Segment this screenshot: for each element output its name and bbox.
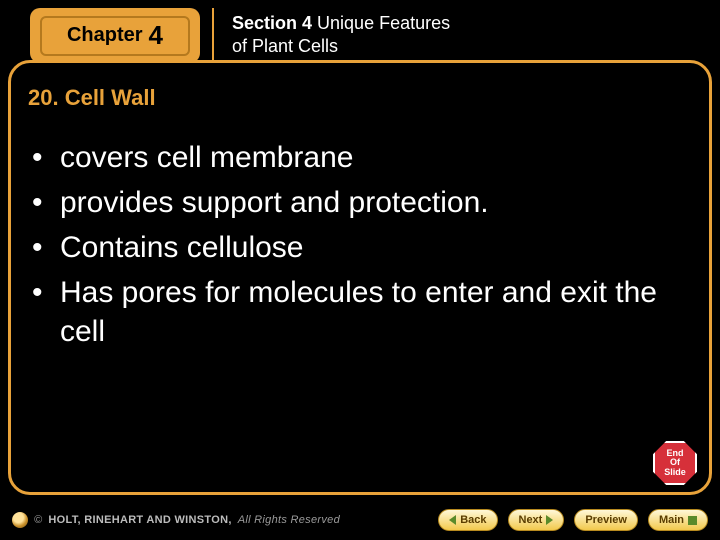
footer-bar: © HOLT, RINEHART AND WINSTON, All Rights…	[0, 500, 720, 540]
copyright: © HOLT, RINEHART AND WINSTON, All Rights…	[12, 512, 438, 528]
list-item: • Contains cellulose	[32, 228, 692, 267]
bullet-icon: •	[32, 138, 60, 177]
bullet-list: • covers cell membrane • provides suppor…	[32, 138, 692, 357]
list-item: • provides support and protection.	[32, 183, 692, 222]
stop-sign-icon: End Of Slide	[653, 441, 697, 485]
topic-heading: 20. Cell Wall	[28, 85, 156, 111]
chapter-tab-inner: Chapter 4	[40, 16, 190, 56]
bullet-icon: •	[32, 228, 60, 267]
next-button[interactable]: Next	[508, 509, 565, 531]
section-title-rest: Unique Features	[312, 13, 450, 33]
owl-logo-icon	[12, 512, 28, 528]
chapter-tab: Chapter 4	[30, 8, 200, 63]
chapter-label: Chapter	[67, 24, 143, 47]
preview-label: Preview	[585, 514, 627, 526]
nav-buttons: Back Next Preview Main	[438, 509, 708, 531]
bullet-text: Contains cellulose	[60, 228, 692, 267]
main-button[interactable]: Main	[648, 509, 708, 531]
section-title: Section 4 Unique Features of Plant Cells	[232, 12, 450, 57]
bullet-text: covers cell membrane	[60, 138, 692, 177]
chapter-number: 4	[149, 20, 163, 51]
end-line3: Slide	[664, 467, 686, 477]
bullet-text: Has pores for molecules to enter and exi…	[60, 273, 692, 351]
copyright-company: HOLT, RINEHART AND WINSTON,	[48, 514, 231, 526]
back-label: Back	[460, 514, 486, 526]
copyright-symbol: ©	[34, 514, 42, 526]
section-prefix: Section 4	[232, 13, 312, 33]
end-of-slide-badge: End Of Slide	[652, 440, 698, 486]
bullet-icon: •	[32, 183, 60, 222]
bullet-icon: •	[32, 273, 60, 351]
arrow-right-icon	[546, 515, 553, 525]
header-divider	[212, 8, 214, 63]
main-label: Main	[659, 514, 684, 526]
back-button[interactable]: Back	[438, 509, 497, 531]
copyright-rest: All Rights Reserved	[238, 514, 340, 526]
arrow-left-icon	[449, 515, 456, 525]
section-title-line2: of Plant Cells	[232, 36, 338, 56]
list-item: • Has pores for molecules to enter and e…	[32, 273, 692, 351]
square-icon	[688, 516, 697, 525]
bullet-text: provides support and protection.	[60, 183, 692, 222]
preview-button[interactable]: Preview	[574, 509, 638, 531]
next-label: Next	[519, 514, 543, 526]
list-item: • covers cell membrane	[32, 138, 692, 177]
